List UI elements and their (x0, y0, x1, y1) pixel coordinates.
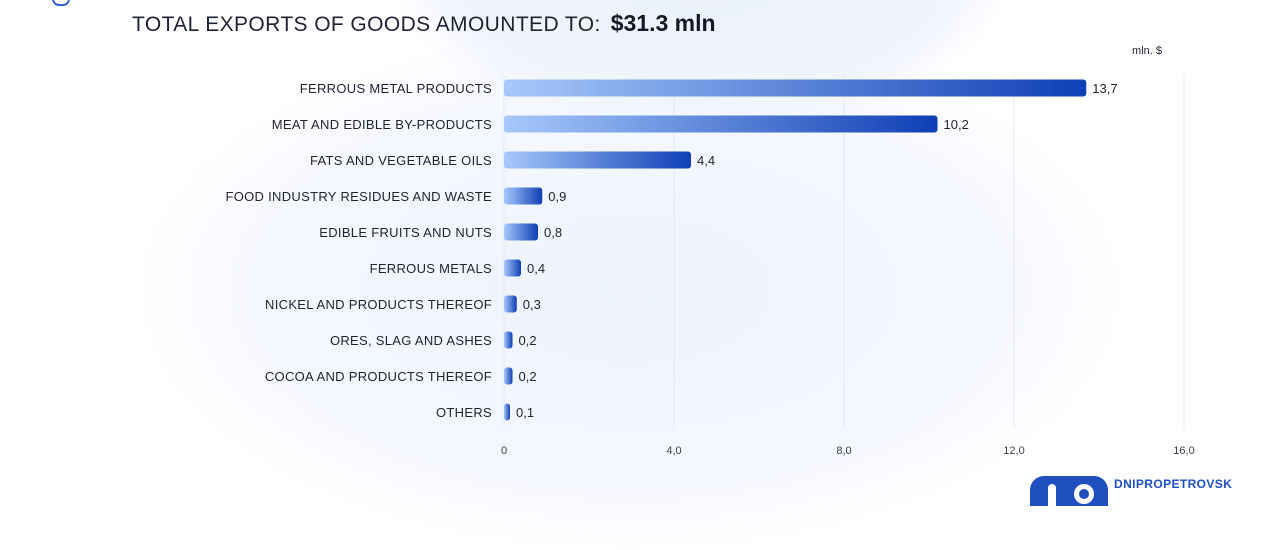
grid-lines (503, 76, 1185, 428)
category-label: FERROUS METAL PRODUCTS (300, 81, 492, 96)
data-label: 0,2 (519, 333, 537, 348)
data-label: 0,9 (548, 189, 566, 204)
data-label: 0,4 (527, 261, 545, 276)
category-label: NICKEL AND PRODUCTS THEREOF (265, 297, 492, 312)
headline-title: TOTAL EXPORTS OF GOODS AMOUNTED TO: (132, 13, 601, 36)
logo-mark-icon (1030, 476, 1108, 506)
data-label: 0,3 (523, 297, 541, 312)
bar (504, 295, 517, 313)
data-label: 0,1 (516, 405, 534, 420)
x-tick-label: 4,0 (666, 445, 681, 457)
category-label: FERROUS METALS (370, 261, 492, 276)
data-label: 4,4 (697, 153, 715, 168)
category-label: ORES, SLAG AND ASHES (330, 333, 492, 348)
labels: 0 4,0 8,0 12,0 16,0 FERROUS METAL PRODUCTS 13,… (225, 81, 1194, 457)
bar (504, 115, 938, 133)
data-label: 0,2 (519, 369, 537, 384)
data-label: 10,2 (944, 117, 969, 132)
bar (504, 367, 513, 385)
brand-logo: DNIPROPETROVSK (1030, 476, 1232, 506)
unit-label: mln. $ (1132, 45, 1162, 57)
x-tick-label: 12,0 (1003, 445, 1024, 457)
x-tick-label: 0 (501, 445, 507, 457)
bar (504, 187, 543, 205)
data-label: 0,8 (544, 225, 562, 240)
bars (504, 79, 1087, 421)
category-label: OTHERS (436, 405, 492, 420)
category-label: COCOA AND PRODUCTS THEREOF (265, 369, 492, 384)
category-label: MEAT AND EDIBLE BY-PRODUCTS (272, 117, 492, 132)
category-label: EDIBLE FRUITS AND NUTS (319, 225, 492, 240)
x-tick-label: 16,0 (1173, 445, 1194, 457)
bar (504, 151, 691, 169)
bar (504, 223, 538, 241)
data-label: 13,7 (1092, 81, 1117, 96)
bar (504, 331, 513, 349)
category-label: FATS AND VEGETABLE OILS (310, 153, 492, 168)
category-label: FOOD INDUSTRY RESIDUES AND WASTE (225, 189, 492, 204)
headline-total: $31.3 mln (610, 10, 716, 36)
logo-text: DNIPROPETROVSK (1114, 477, 1233, 491)
bar-chart: 0 4,0 8,0 12,0 16,0 FERROUS METAL PRODUCTS 13,… (225, 76, 1195, 457)
bar (504, 79, 1087, 97)
bar (504, 403, 510, 421)
bar (504, 259, 521, 277)
chart-headline: TOTAL EXPORTS OF GOODS AMOUNTED TO: $31.… (132, 10, 716, 42)
x-tick-label: 8,0 (836, 445, 851, 457)
